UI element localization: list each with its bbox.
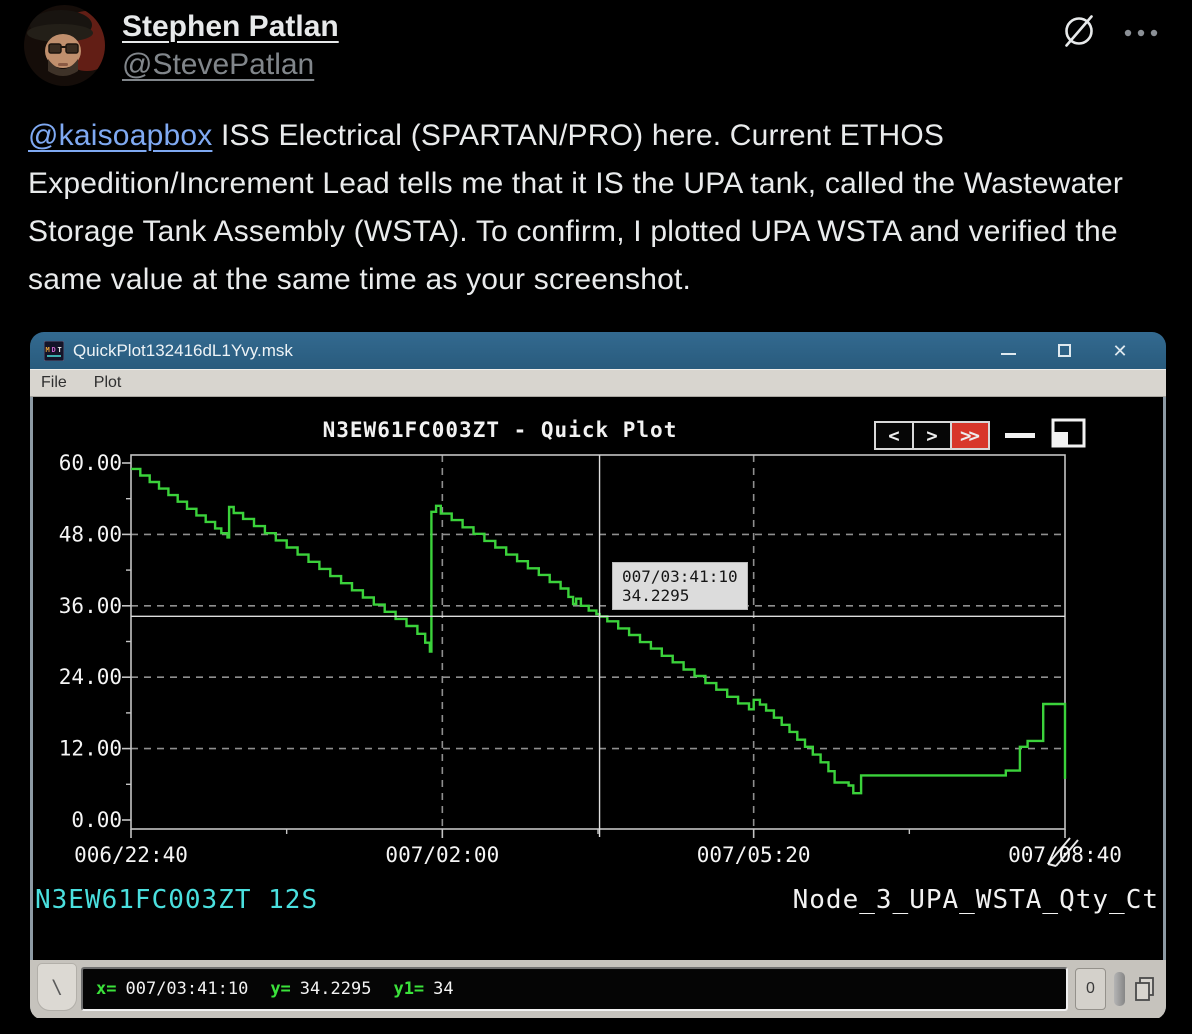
readout-y1-value: 34 [433,979,454,999]
svg-text:007/02:00: 007/02:00 [385,843,499,867]
nav-prev-button[interactable]: < [874,421,914,450]
menu-bar: File Plot [30,369,1166,397]
series-id-label: N3EW61FC003ZT 12S [35,885,319,915]
post-header: Stephen Patlan @StevePatlan [24,5,339,86]
author-name[interactable]: Stephen Patlan [122,10,339,43]
tooltip-time: 007/03:41:10 [622,567,738,586]
more-menu-icon[interactable] [1122,25,1162,43]
svg-text:24.00: 24.00 [59,665,122,689]
quickplot-window: M D T QuickPlot132416dL1Yvy.msk ✕ File P… [30,332,1166,1020]
post-text: @kaisoapbox ISS Electrical (SPARTAN/PRO)… [28,112,1170,304]
nav-next-button[interactable]: > [912,421,952,450]
svg-text:36.00: 36.00 [59,594,122,618]
nav-fast-forward-button[interactable]: >> [950,421,990,450]
counter-box: 0 [1075,968,1106,1010]
minimize-icon[interactable] [1000,343,1016,359]
page-layout-icon[interactable] [1048,417,1088,454]
avatar-photo [24,5,105,86]
series-name-label: Node_3_UPA_WSTA_Qty_Ct [792,885,1159,915]
window-titlebar[interactable]: M D T QuickPlot132416dL1Yvy.msk ✕ [30,332,1166,369]
plot-panel: 0.00 12.00 24.00 36.00 48.00 60.00 006/22:40 00… [30,397,1166,1018]
window-title: QuickPlot132416dL1Yvy.msk [73,340,293,360]
svg-text:006/22:40: 006/22:40 [74,843,188,867]
svg-text:T: T [58,346,62,354]
close-icon[interactable]: ✕ [1112,340,1128,361]
line-style-icon[interactable] [1005,433,1035,438]
status-bar: \ x= 007/03:41:10 y= 34.2295 y1= 34 0 [30,960,1166,1018]
scrollbar-thumb[interactable] [1114,972,1125,1006]
author-handle[interactable]: @StevePatlan [122,48,315,81]
copy-pages-icon[interactable] [1133,974,1159,1004]
svg-text:12.00: 12.00 [59,737,122,761]
mention-link[interactable]: @kaisoapbox [28,119,213,152]
plot-title: N3EW61FC003ZT - Quick Plot [322,418,678,442]
svg-text:M: M [46,346,50,354]
svg-text:60.00: 60.00 [59,451,122,475]
svg-text:007/08:40: 007/08:40 [1008,843,1122,867]
menu-plot[interactable]: Plot [93,374,122,391]
cursor-readout: x= 007/03:41:10 y= 34.2295 y1= 34 [81,967,1068,1011]
maximize-icon[interactable] [1056,343,1072,359]
mouse-cursor-pencil [1047,837,1079,867]
plot-nav-controls: < > >> [874,417,1088,454]
svg-text:0.00: 0.00 [71,808,122,832]
readout-y-value: 34.2295 [299,979,372,999]
mdt-app-icon: M D T [43,340,65,361]
readout-x-label: x= [96,979,117,999]
svg-text:48.00: 48.00 [59,522,122,546]
planet-slash-logo-icon[interactable] [1060,12,1098,55]
tooltip-value: 34.2295 [622,586,690,605]
avatar[interactable] [24,5,105,86]
svg-text:D: D [52,346,56,354]
readout-y-label: y= [270,979,291,999]
menu-file[interactable]: File [41,374,67,391]
readout-x-value: 007/03:41:10 [125,979,249,999]
svg-text:007/05:20: 007/05:20 [697,843,811,867]
post-text-body: ISS Electrical (SPARTAN/PRO) here. Curre… [28,119,1124,296]
terminal-tab: \ [37,963,77,1011]
readout-y1-label: y1= [393,979,425,999]
cursor-tooltip: 007/03:41:10 34.2295 [612,562,748,610]
